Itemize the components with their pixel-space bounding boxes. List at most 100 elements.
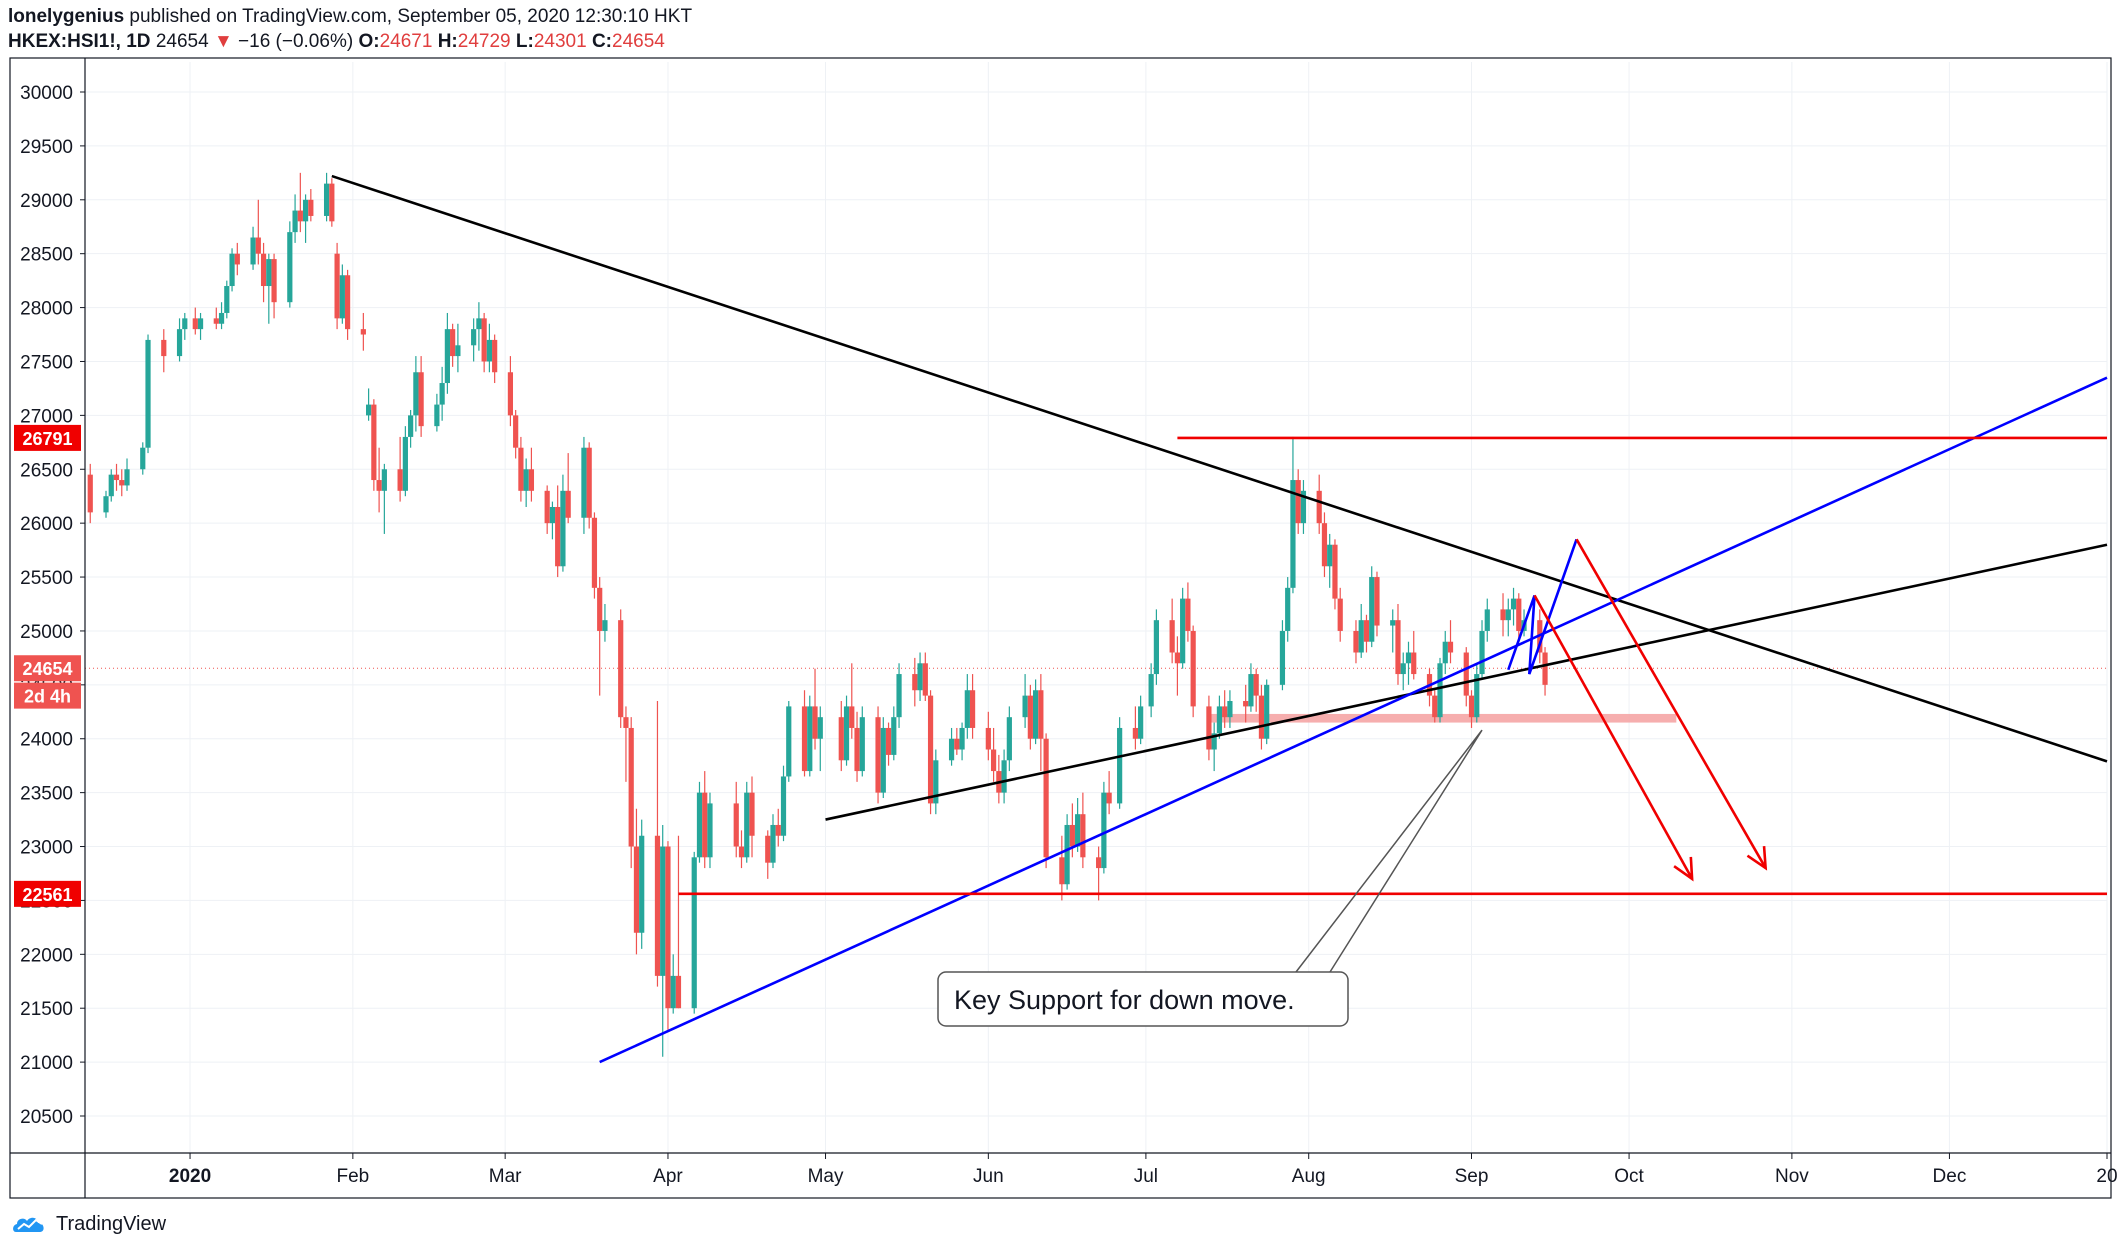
candle-up [103,496,109,513]
candle-down [360,329,366,335]
candle-down [1027,695,1033,739]
trend-line [331,174,2108,763]
candle-down [371,404,377,481]
candle-down [586,447,592,518]
price-label-box [14,655,81,682]
author-name[interactable]: lonelygenius [8,6,125,27]
time-tick-label: Nov [1775,1166,1809,1187]
tradingview-logo-icon [13,1217,44,1232]
time-tick-label: Mar [489,1166,522,1187]
candle-up [182,318,188,330]
published-text: published on TradingView.com, September … [129,6,693,27]
drawing-layer[interactable] [331,174,2108,1064]
candle-down [376,480,382,491]
callout-note[interactable]: Key Support for down move. [937,729,1483,1027]
candle-down [1043,738,1049,858]
candle-down [1174,652,1181,664]
arrow-head [1746,846,1768,871]
candle-up [1006,717,1012,761]
candle-down [450,329,456,357]
price-axis[interactable]: 2050021000215002200022500230002350024000… [14,83,85,1128]
candle-up [218,312,225,324]
last-price: 24654 [155,31,209,52]
candle-down [733,803,739,847]
candle-down [675,975,682,1009]
candle-up [691,857,697,1009]
candle-down [1096,857,1102,869]
support-zone [1208,713,1677,723]
candle-down [597,587,603,631]
candle-down [912,674,918,691]
candle-up [891,717,897,755]
candle-down [990,749,997,772]
price-label-box [14,682,81,709]
price-tick-label: 20500 [20,1107,73,1128]
high-value: 24729 [457,31,511,52]
candle-down [1374,577,1380,626]
candle-down [885,727,892,755]
candle-up [292,210,298,233]
candle-down [528,469,535,491]
candle-down [260,253,267,287]
candle-down [1321,523,1328,567]
candle-up [1248,674,1254,707]
callout-box[interactable] [937,971,1349,1027]
time-tick-label: Apr [653,1166,683,1187]
candle-up [1405,652,1412,664]
candle-down [1258,695,1265,739]
projection-arrow [1575,538,1767,869]
candle-up [859,717,865,772]
price-change: −16 (−0.06%) [238,31,354,52]
candle-down [1185,598,1191,631]
candle-down [1295,480,1301,524]
candle-down [633,846,640,933]
candle-down [271,259,277,303]
candles [87,172,1548,1057]
candle-up [880,727,886,793]
candle-down [1353,630,1359,653]
candle-up [948,738,955,761]
candle-up [476,318,482,330]
candle-down [1411,652,1417,675]
candle-up [140,447,146,470]
candle-down [87,474,93,513]
price-tick-label: 28500 [20,245,73,266]
price-tick-label: 25500 [20,568,73,589]
candle-down [927,695,934,804]
open-label: O: [358,31,380,52]
candle-up [696,792,703,858]
candle-up [381,469,387,491]
price-tick-label: 23500 [20,784,73,805]
symbol-label[interactable]: HKEX:HSI1!, 1D [8,31,151,52]
candle-down [922,663,928,696]
candle-up [366,404,372,416]
candle-down [555,506,561,567]
candle-up [250,237,256,265]
candle-down [775,824,781,836]
candle-up [1033,690,1039,739]
candle-up [145,339,151,448]
chart-frame [9,57,2112,1199]
candle-up [1300,490,1307,524]
candle-up [1022,695,1028,718]
candle-up [639,835,645,933]
candle-up [486,339,492,362]
time-axis[interactable]: 2020 Feb Mar Apr May Jun Jul Aug Sep Oct Nov Dec 20 [169,1153,2118,1187]
candle-up [1211,733,1217,750]
candle-down [591,517,598,588]
candle-up [108,474,114,497]
candle-down [1038,690,1044,739]
tradingview-footer[interactable]: TradingView [12,1212,166,1236]
candle-down [628,727,634,847]
candle-down [812,706,818,739]
candle-down [1253,674,1259,696]
candle-down [1542,652,1548,685]
candle-up [896,674,902,718]
candle-up [917,663,923,691]
candle-up [780,776,787,836]
candle-up [670,975,676,1009]
candle-up [1479,630,1485,675]
candle-up [1484,609,1490,631]
candle-down [1468,695,1475,718]
